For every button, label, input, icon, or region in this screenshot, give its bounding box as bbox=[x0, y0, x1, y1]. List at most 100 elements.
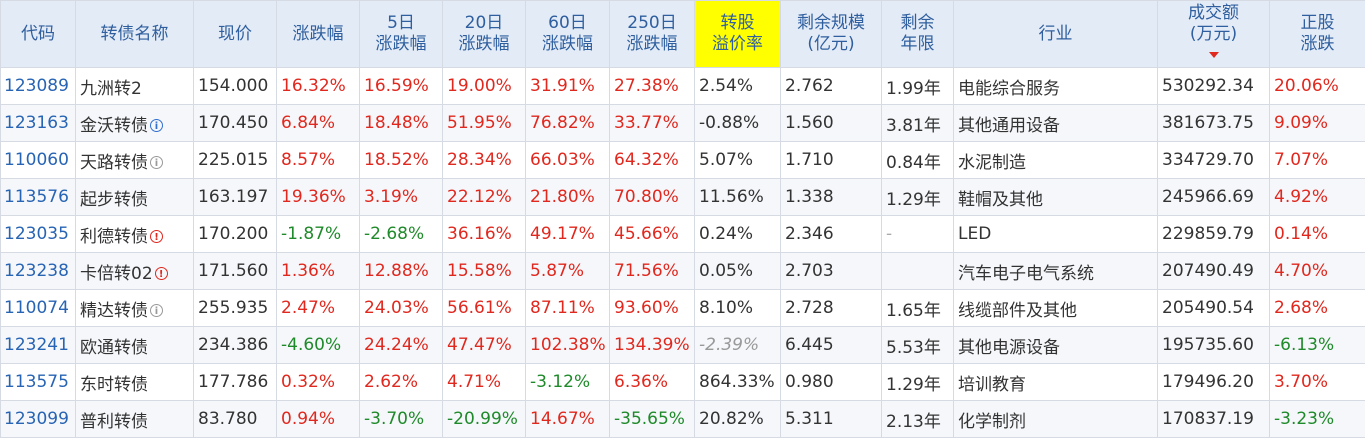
bond-code-link[interactable]: 110074 bbox=[0, 289, 76, 327]
bond-name-cell-text[interactable]: 九洲转2 bbox=[80, 78, 142, 99]
change-250d-cell: -35.65% bbox=[609, 400, 695, 438]
bond-code-link[interactable]: 123238 bbox=[0, 252, 76, 290]
bond-code-link-text[interactable]: 113576 bbox=[4, 187, 69, 207]
premium-rate-cell-text: 5.07% bbox=[699, 150, 754, 170]
bond-name-cell-text[interactable]: 欧通转债 bbox=[80, 337, 148, 358]
bond-name-cell-text[interactable]: 普利转债 bbox=[80, 411, 148, 432]
table-row[interactable]: 113576 起步转债 163.197 19.36% 3.19% 22.12% 21.80%… bbox=[0, 178, 1365, 216]
bond-code-link-text[interactable]: 123163 bbox=[4, 113, 69, 133]
col-header-5d[interactable]: 5日 涨跌幅 bbox=[359, 0, 443, 68]
bond-code-link[interactable]: 123241 bbox=[0, 326, 76, 364]
industry-cell: 培训教育 bbox=[953, 363, 1158, 401]
bond-code-link-text[interactable]: 113575 bbox=[4, 372, 69, 392]
col-header-label: 涨跌幅 bbox=[626, 34, 678, 54]
col-header-label: 剩余 bbox=[900, 13, 935, 33]
price-cell: 255.935 bbox=[193, 289, 277, 327]
table-row[interactable]: 113575 东时转债 177.786 0.32% 2.62% 4.71% -3.12% 6.… bbox=[0, 363, 1365, 401]
bond-code-link[interactable]: 123035 bbox=[0, 215, 76, 253]
col-header-20d[interactable]: 20日 涨跌幅 bbox=[442, 0, 526, 68]
bond-name-cell-text[interactable]: 起步转债 bbox=[80, 189, 148, 210]
change-5d-cell: -2.68% bbox=[359, 215, 443, 253]
bond-name-cell[interactable]: 天路转债 i bbox=[75, 141, 194, 179]
col-header-premium[interactable]: 转股 溢价率 bbox=[694, 0, 781, 68]
table-row[interactable]: 123035 利德转债! 170.200 -1.87% -2.68% 36.16% 49.1… bbox=[0, 215, 1365, 253]
change-cell: 16.32% bbox=[276, 67, 360, 105]
bond-name-cell[interactable]: 利德转债! bbox=[75, 215, 194, 253]
bond-code-link[interactable]: 123099 bbox=[0, 400, 76, 438]
col-header-label: 剩余规模 bbox=[797, 13, 865, 33]
col-header-label: 正股 bbox=[1300, 13, 1335, 33]
info-icon[interactable]: i bbox=[150, 156, 163, 169]
bond-code-link[interactable]: 110060 bbox=[0, 141, 76, 179]
bond-name-cell-text[interactable]: 东时转债 bbox=[80, 374, 148, 395]
change-20d-cell-text: 56.61% bbox=[447, 298, 512, 318]
bond-code-link-text[interactable]: 123238 bbox=[4, 261, 69, 281]
col-header-label: 涨跌 bbox=[1300, 34, 1335, 54]
table-row[interactable]: 123089 九洲转2 154.000 16.32% 16.59% 19.00% 31.91… bbox=[0, 67, 1365, 105]
col-header-price[interactable]: 现价 bbox=[193, 0, 277, 68]
info-icon[interactable]: i bbox=[150, 119, 163, 132]
col-header-years[interactable]: 剩余 年限 bbox=[881, 0, 954, 68]
bond-name-cell[interactable]: 九洲转2 bbox=[75, 67, 194, 105]
change-60d-cell-text: 66.03% bbox=[530, 150, 595, 170]
table-row[interactable]: 110060 天路转债 i 225.015 8.57% 18.52% 28.34% 66.03… bbox=[0, 141, 1365, 179]
bond-code-link[interactable]: 113575 bbox=[0, 363, 76, 401]
info-icon[interactable]: i bbox=[150, 304, 163, 317]
premium-rate-cell-text: 0.05% bbox=[699, 261, 754, 281]
col-header-code[interactable]: 代码 bbox=[0, 0, 76, 68]
bond-code-link[interactable]: 113576 bbox=[0, 178, 76, 216]
remaining-scale-cell-text: 0.980 bbox=[785, 372, 834, 392]
change-250d-cell: 6.36% bbox=[609, 363, 695, 401]
bond-name-cell[interactable]: 东时转债 bbox=[75, 363, 194, 401]
table-row[interactable]: 110074 精达转债 i 255.935 2.47% 24.03% 56.61% 87.11… bbox=[0, 289, 1365, 327]
bond-name-cell[interactable]: 金沃转债 i bbox=[75, 104, 194, 142]
premium-rate-cell-text: 0.24% bbox=[699, 224, 754, 244]
bond-code-link-text[interactable]: 110060 bbox=[4, 150, 69, 170]
bond-code-link-text[interactable]: 123089 bbox=[4, 76, 69, 96]
col-header-label: 20日 bbox=[464, 13, 504, 33]
bond-name-cell[interactable]: 起步转债 bbox=[75, 178, 194, 216]
bond-name-cell-text[interactable]: 卡倍转02 bbox=[80, 263, 153, 284]
table-row[interactable]: 123099 普利转债 83.780 0.94% -3.70% -20.99% 14.67%… bbox=[0, 400, 1365, 438]
col-header-industry[interactable]: 行业 bbox=[953, 0, 1158, 68]
change-20d-cell: 51.95% bbox=[442, 104, 526, 142]
premium-rate-cell: 11.56% bbox=[694, 178, 781, 216]
bond-code-link-text[interactable]: 110074 bbox=[4, 298, 69, 318]
change-20d-cell: 28.34% bbox=[442, 141, 526, 179]
bond-code-link[interactable]: 123163 bbox=[0, 104, 76, 142]
col-header-label: 转债名称 bbox=[100, 23, 169, 44]
table-row[interactable]: 123163 金沃转债 i 170.450 6.84% 18.48% 51.95% 76.82… bbox=[0, 104, 1365, 142]
bond-code-link-text[interactable]: 123241 bbox=[4, 335, 69, 355]
industry-cell: 鞋帽及其他 bbox=[953, 178, 1158, 216]
col-header-60d[interactable]: 60日 涨跌幅 bbox=[525, 0, 610, 68]
col-header-stock-change[interactable]: 正股 涨跌 bbox=[1269, 0, 1365, 68]
bond-code-link-text[interactable]: 123035 bbox=[4, 224, 69, 244]
premium-rate-cell-text: 2.54% bbox=[699, 76, 754, 96]
alert-icon[interactable]: ! bbox=[150, 230, 163, 243]
col-header-volume[interactable]: 成交额 (万元) bbox=[1157, 0, 1270, 68]
change-20d-cell: 4.71% bbox=[442, 363, 526, 401]
bond-code-link[interactable]: 123089 bbox=[0, 67, 76, 105]
col-header-name[interactable]: 转债名称 bbox=[75, 0, 194, 68]
bond-name-cell-text[interactable]: 利德转债 bbox=[80, 226, 148, 247]
premium-rate-cell: 864.33% bbox=[694, 363, 781, 401]
col-header-250d[interactable]: 250日 涨跌幅 bbox=[609, 0, 695, 68]
bond-code-link-text[interactable]: 123099 bbox=[4, 409, 69, 429]
bond-name-cell[interactable]: 卡倍转02! bbox=[75, 252, 194, 290]
col-header-scale[interactable]: 剩余规模 (亿元) bbox=[780, 0, 882, 68]
table-row[interactable]: 123238 卡倍转02! 171.560 1.36% 12.88% 15.58% 5.87… bbox=[0, 252, 1365, 290]
table-row[interactable]: 123241 欧通转债 234.386 -4.60% 24.24% 47.47% 102.3… bbox=[0, 326, 1365, 364]
col-header-change[interactable]: 涨跌幅 bbox=[276, 0, 360, 68]
bond-name-cell-text[interactable]: 精达转债 bbox=[80, 300, 148, 321]
bond-name-cell[interactable]: 普利转债 bbox=[75, 400, 194, 438]
sort-desc-icon[interactable] bbox=[1208, 51, 1219, 58]
bond-name-cell-text[interactable]: 金沃转债 bbox=[80, 115, 148, 136]
bond-name-cell[interactable]: 精达转债 i bbox=[75, 289, 194, 327]
change-5d-cell-text: 24.24% bbox=[364, 335, 429, 355]
bond-name-cell-text[interactable]: 天路转债 bbox=[80, 152, 148, 173]
stock-change-cell-text: 4.92% bbox=[1274, 187, 1329, 207]
change-cell-text: 1.36% bbox=[281, 261, 336, 281]
alert-icon[interactable]: ! bbox=[154, 267, 168, 280]
bond-name-cell[interactable]: 欧通转债 bbox=[75, 326, 194, 364]
